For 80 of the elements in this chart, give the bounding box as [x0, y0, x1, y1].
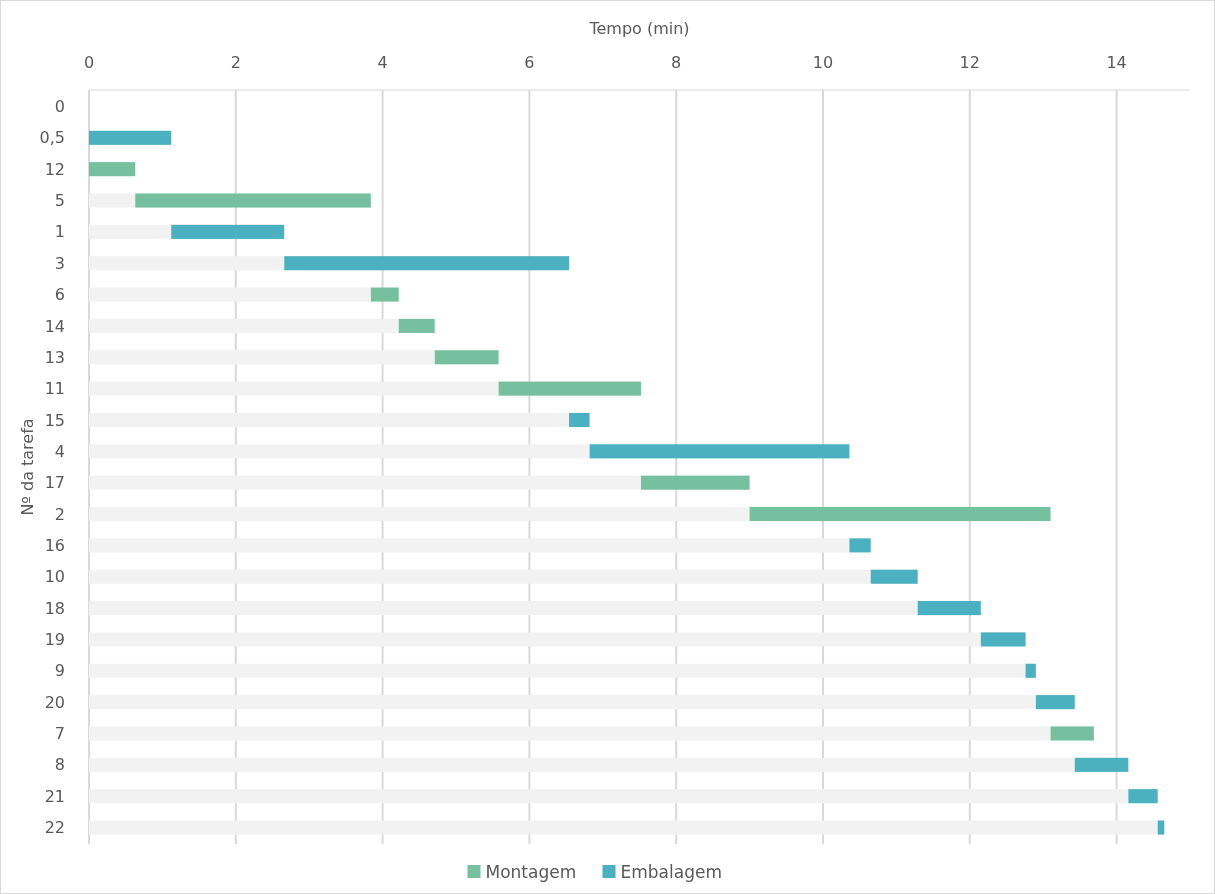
bar: [89, 632, 981, 647]
y-tick-label: 3: [54, 253, 65, 273]
bar: [89, 318, 399, 333]
y-tick-label: 5: [54, 191, 65, 211]
legend-label: Embalagem: [620, 861, 722, 882]
bar: [89, 475, 641, 490]
x-tick-label: 10: [812, 53, 834, 72]
bar: [870, 569, 918, 584]
bar: [1050, 726, 1094, 741]
bar: [89, 601, 918, 616]
y-tick-label: 9: [54, 661, 65, 681]
x-tick-label: 8: [671, 53, 682, 72]
y-tick-label: 13: [44, 347, 65, 367]
bar: [398, 318, 435, 333]
bar: [849, 538, 871, 553]
bar: [498, 381, 641, 396]
bar: [1035, 695, 1075, 710]
bar: [89, 130, 172, 145]
y-tick-label: 21: [44, 786, 65, 806]
bar: [89, 789, 1129, 804]
bar: [640, 475, 750, 490]
x-tick-label: 14: [1106, 53, 1127, 72]
x-axis-title: Tempo (min): [588, 19, 690, 38]
bar: [89, 757, 1075, 772]
y-tick-label: 2: [54, 504, 65, 524]
y-tick-label: 7: [54, 724, 65, 744]
bar: [89, 224, 172, 239]
y-axis-title: Nº da tarefa: [18, 418, 37, 516]
bar: [749, 506, 1051, 522]
y-tick-label: 0,5: [39, 128, 65, 148]
y-tick-label: 6: [54, 285, 65, 305]
bar: [89, 663, 1026, 678]
bar: [569, 412, 590, 428]
bar: [1128, 789, 1158, 804]
y-tick-label: 22: [44, 818, 65, 838]
bar: [171, 224, 285, 239]
bar: [89, 726, 1051, 741]
bar: [1025, 663, 1036, 678]
y-tick-label: 10: [44, 567, 65, 587]
bar: [89, 538, 850, 553]
x-tick-label: 12: [959, 53, 980, 72]
bar: [434, 350, 499, 365]
bar: [589, 444, 850, 459]
y-tick-label: 15: [44, 410, 65, 430]
bar: [284, 256, 570, 271]
bar: [89, 287, 371, 302]
y-tick-label: 11: [44, 379, 65, 399]
y-tick-label: 18: [44, 598, 65, 618]
bar: [89, 381, 499, 396]
y-tick-label: 1: [54, 222, 65, 242]
bar: [89, 569, 871, 584]
bar: [135, 193, 371, 208]
bar: [1157, 820, 1165, 835]
y-tick-label: 8: [54, 755, 65, 775]
y-tick-label: 20: [44, 692, 65, 712]
legend-label: Montagem: [485, 861, 577, 882]
y-tick-label: 16: [44, 535, 65, 555]
bar: [89, 506, 750, 522]
bar: [89, 350, 435, 365]
x-tick-label: 4: [377, 53, 388, 72]
bar: [89, 193, 136, 208]
x-tick-label: 0: [83, 53, 95, 72]
y-tick-label: 4: [54, 441, 65, 461]
bar: [980, 632, 1026, 647]
bar: [89, 256, 285, 271]
bar: [370, 287, 399, 302]
x-tick-label: 6: [524, 53, 535, 72]
y-tick-label: 14: [44, 316, 65, 336]
bar: [89, 695, 1036, 710]
bar: [1074, 757, 1129, 772]
bar: [917, 601, 981, 616]
y-tick-label: 19: [44, 630, 65, 650]
y-tick-label: 12: [44, 159, 65, 179]
bar: [89, 162, 136, 177]
y-tick-label: 0: [54, 97, 65, 117]
bar: [89, 820, 1158, 835]
y-tick-label: 17: [44, 473, 65, 493]
bar: [89, 444, 590, 459]
bar: [89, 412, 570, 428]
x-tick-label: 2: [230, 53, 241, 72]
